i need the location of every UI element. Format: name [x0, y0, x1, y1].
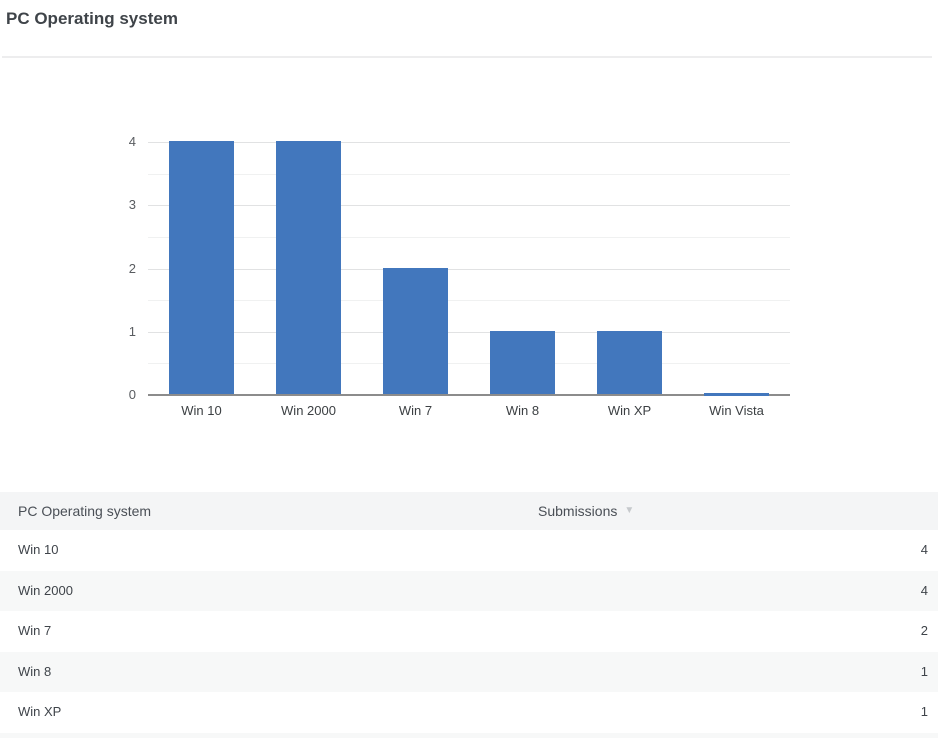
bar-win-vista — [704, 393, 769, 396]
page-title: PC Operating system — [6, 9, 178, 28]
table-row-partial — [0, 732, 938, 738]
bar-chart: 0 1 2 3 4 Win 10 Win 2000 Win 7 Win 8 Win XP Win V… — [128, 134, 790, 418]
gridline — [148, 331, 790, 333]
bar-win-8 — [490, 330, 555, 394]
table-body: Win 10 4 Win 2000 4 Win 7 2 Win 8 1 Win XP 1 — [0, 530, 938, 733]
bar-win-10 — [169, 141, 234, 394]
y-axis-label: 1 — [128, 323, 136, 339]
table-row: Win 2000 4 — [0, 570, 938, 612]
row-label: Win 8 — [18, 663, 52, 679]
y-axis-label: 3 — [128, 197, 136, 213]
row-value: 4 — [920, 542, 928, 557]
row-value: 4 — [920, 582, 928, 598]
y-axis-label: 4 — [128, 134, 136, 149]
gridline — [148, 363, 790, 365]
row-label: Win 10 — [18, 542, 59, 557]
table-row: Win XP 1 — [0, 692, 938, 733]
table-header-submissions-column[interactable]: Submissions ▼ — [538, 492, 634, 530]
x-axis-line — [148, 394, 790, 396]
x-axis-label: Win 7 — [398, 403, 433, 418]
gridline — [148, 205, 790, 207]
x-axis-label: Win 10 — [181, 403, 222, 418]
bar-win-2000 — [276, 141, 341, 394]
x-axis-label: Win XP — [607, 403, 652, 418]
table-row: Win 8 1 — [0, 651, 938, 693]
row-label: Win XP — [18, 704, 62, 720]
row-label: Win 7 — [18, 623, 52, 639]
gridline — [148, 236, 790, 238]
row-value: 1 — [920, 663, 928, 679]
x-axis-label: Win 8 — [505, 403, 540, 418]
table-row: Win 7 2 — [0, 611, 938, 652]
gridline — [148, 142, 790, 143]
submissions-table: PC Operating system Submissions ▼ Win 10… — [0, 492, 938, 738]
y-axis-label: 0 — [128, 387, 136, 402]
bar-win-xp — [597, 330, 662, 394]
row-value: 1 — [920, 704, 928, 720]
bar-win-7 — [383, 267, 448, 394]
x-axis-label: Win Vista — [709, 403, 764, 418]
x-axis-label: Win 2000 — [281, 403, 336, 418]
gridline — [148, 300, 790, 302]
row-label: Win 2000 — [18, 582, 73, 598]
table-header-submissions-text: Submissions — [538, 503, 618, 519]
table-row: Win 10 4 — [0, 530, 938, 571]
y-axis-label: 2 — [128, 260, 136, 276]
sort-descending-icon[interactable]: ▼ — [624, 505, 635, 516]
gridline — [148, 173, 790, 175]
table-header-row: PC Operating system Submissions ▼ — [0, 492, 938, 530]
row-value: 2 — [920, 623, 928, 639]
title-divider — [2, 56, 932, 58]
table-header-label-column[interactable]: PC Operating system — [18, 503, 152, 519]
gridline — [148, 268, 790, 270]
